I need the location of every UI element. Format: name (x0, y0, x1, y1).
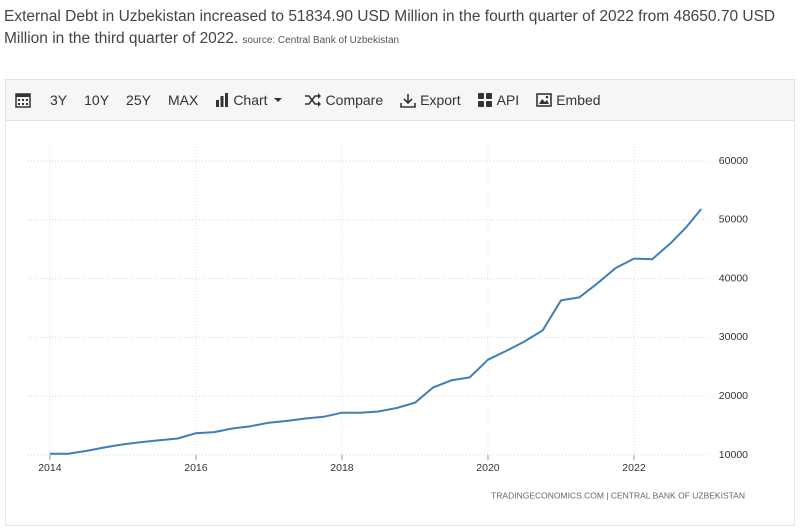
range-25y[interactable]: 25Y (126, 92, 151, 108)
export-button[interactable]: Export (400, 92, 461, 108)
embed-button[interactable]: Embed (536, 92, 601, 108)
data-line (49, 208, 702, 455)
y-tick-label: 30000 (719, 331, 748, 343)
caret-icon (273, 98, 282, 102)
y-tick-label: 60000 (719, 155, 748, 167)
api-icon (477, 92, 492, 107)
api-button[interactable]: API (477, 92, 520, 108)
toolbar-label: Embed (556, 92, 601, 108)
chart-icon (216, 93, 229, 107)
x-tick-label: 2014 (38, 462, 62, 474)
headline: External Debt in Uzbekistan increased to… (4, 8, 776, 47)
range-3y[interactable]: 3Y (50, 92, 67, 108)
y-tick-label: 50000 (719, 214, 748, 226)
y-tick-label: 40000 (719, 272, 748, 284)
toolbar-label: API (496, 92, 520, 108)
toolbar-label: Chart (233, 92, 268, 108)
x-tick-label: 2018 (330, 462, 354, 474)
x-tick-label: 2022 (622, 462, 646, 474)
y-tick-label: 10000 (719, 449, 748, 461)
range-10y[interactable]: 10Y (84, 92, 109, 108)
source: source: Central Bank of Uzbekistan (242, 35, 400, 46)
toolbar-label: 10Y (84, 92, 110, 108)
chart-footer: TRADINGECONOMICS.COM | CENTRAL BANK OF U… (491, 490, 745, 500)
x-tick-label: 2016 (184, 462, 208, 474)
toolbar-label: Export (420, 92, 461, 108)
calendar-icon (15, 93, 31, 108)
compare-icon (304, 93, 321, 107)
export-icon (400, 93, 416, 108)
chart: TRADINGECONOMICS.COM | CENTRAL BANK OF U… (28, 141, 748, 500)
toolbar-label: MAX (167, 92, 199, 108)
embed-icon (536, 93, 552, 107)
y-tick-label: 20000 (719, 390, 748, 402)
range-max[interactable]: MAX (168, 92, 198, 108)
calendar-button[interactable] (15, 92, 35, 108)
toolbar: 3Y 10Y 25Y MAX Chart Compare Export API … (5, 79, 795, 121)
toolbar-label: 25Y (126, 92, 151, 108)
chart-button[interactable]: Chart (215, 92, 286, 108)
toolbar-label: 3Y (50, 92, 68, 108)
chart-frame (5, 120, 795, 526)
x-tick-label: 2020 (476, 462, 500, 474)
headline-block: External Debt in Uzbekistan increased to… (4, 6, 800, 52)
compare-button[interactable]: Compare (304, 92, 384, 108)
toolbar-label: Compare (325, 92, 384, 108)
